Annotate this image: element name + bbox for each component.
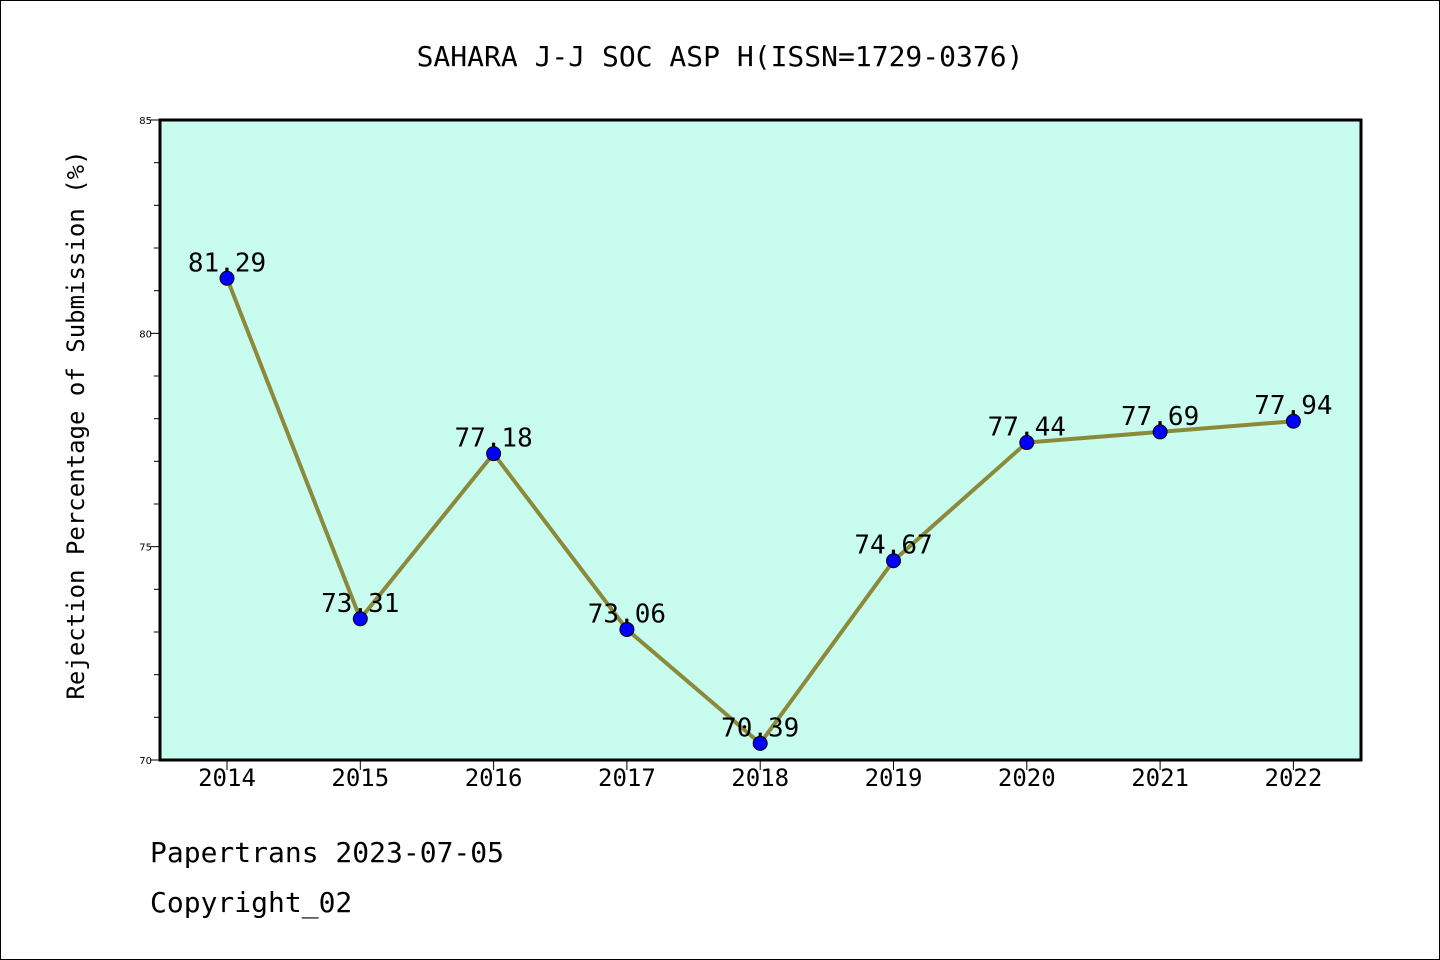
data-point (486, 446, 502, 462)
data-point (219, 270, 235, 286)
data-point (352, 611, 368, 627)
data-label: 73.06 (588, 599, 666, 629)
x-tick-label: 2015 (331, 764, 389, 792)
data-label: 77.44 (988, 413, 1066, 443)
x-tick-label: 2014 (198, 764, 256, 792)
plot-border (158, 118, 1363, 762)
data-label: 77.94 (1254, 391, 1332, 421)
y-tick-label: 85 (139, 116, 152, 127)
data-point (752, 735, 768, 751)
y-tick-label: 70 (139, 756, 152, 767)
y-tick-label: 75 (139, 543, 152, 554)
chart-title: SAHARA J-J SOC ASP H(ISSN=1729-0376) (417, 40, 1024, 73)
x-tick-label: 2018 (731, 764, 789, 792)
data-point (886, 553, 901, 569)
x-tick-label: 2022 (1265, 764, 1323, 792)
data-label: 81.29 (188, 248, 266, 278)
data-point (1285, 413, 1301, 429)
x-tick-label: 2019 (865, 764, 923, 792)
x-tick-label: 2016 (465, 764, 523, 792)
data-point (1019, 435, 1035, 451)
x-tick-label: 2021 (1131, 764, 1189, 792)
y-tick-label: 80 (139, 329, 152, 340)
data-points (219, 270, 1301, 751)
x-axis: 2014 2015 2016 2017 2018 2019 2020 2021 2022 (198, 760, 1322, 792)
footer-copyright: Copyright_02 (150, 886, 353, 919)
data-label: 77.18 (454, 424, 532, 454)
x-tick-label: 2017 (598, 764, 656, 792)
x-tick-label: 2020 (998, 764, 1056, 792)
data-point (619, 621, 635, 637)
data-labels: 81.29 73.31 77.18 73.06 70.39 74.67 77.44 77.69… (188, 248, 1333, 743)
data-label: 70.39 (721, 713, 799, 743)
data-label: 77.69 (1121, 402, 1199, 432)
data-label: 74.67 (854, 531, 932, 561)
footer-date: Papertrans 2023-07-05 (150, 836, 505, 869)
data-label: 73.31 (321, 589, 399, 619)
y-axis: 70 75 80 85 (139, 116, 160, 767)
y-axis-label: Rejection Percentage of Submission (%) (62, 150, 90, 699)
plot-area (160, 120, 1361, 760)
data-point (1152, 424, 1168, 440)
